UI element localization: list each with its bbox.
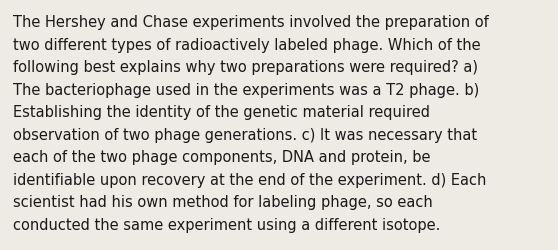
Text: Establishing the identity of the genetic material required: Establishing the identity of the genetic…: [13, 104, 430, 120]
Text: each of the two phage components, DNA and protein, be: each of the two phage components, DNA an…: [13, 150, 431, 164]
Text: The bacteriophage used in the experiments was a T2 phage. b): The bacteriophage used in the experiment…: [13, 82, 479, 97]
Text: conducted the same experiment using a different isotope.: conducted the same experiment using a di…: [13, 217, 440, 232]
Text: The Hershey and Chase experiments involved the preparation of: The Hershey and Chase experiments involv…: [13, 15, 489, 30]
Text: observation of two phage generations. c) It was necessary that: observation of two phage generations. c)…: [13, 127, 477, 142]
Text: scientist had his own method for labeling phage, so each: scientist had his own method for labelin…: [13, 194, 433, 209]
Text: identifiable upon recovery at the end of the experiment. d) Each: identifiable upon recovery at the end of…: [13, 172, 487, 187]
Text: following best explains why two preparations were required? a): following best explains why two preparat…: [13, 60, 478, 75]
Text: two different types of radioactively labeled phage. Which of the: two different types of radioactively lab…: [13, 37, 480, 52]
